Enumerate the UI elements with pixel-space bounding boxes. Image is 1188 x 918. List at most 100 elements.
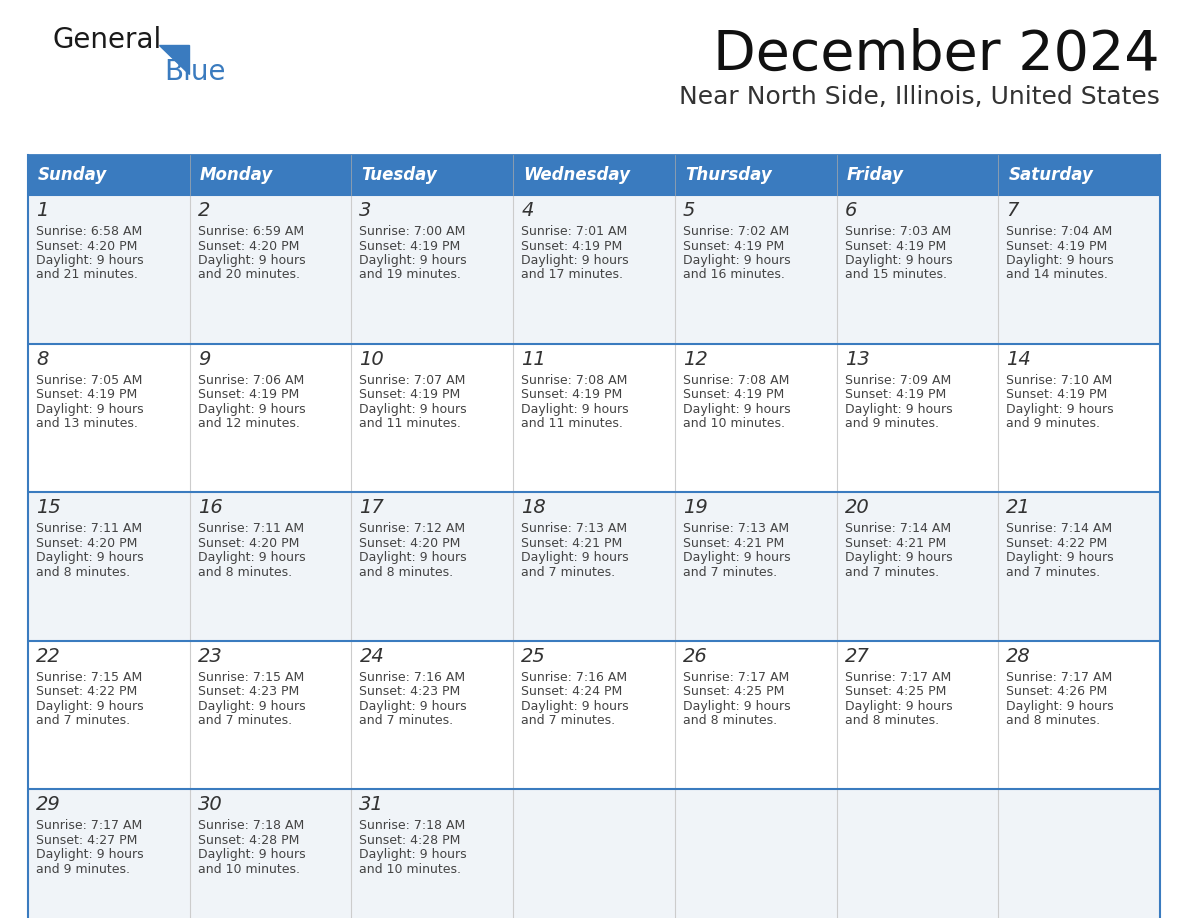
Text: and 7 minutes.: and 7 minutes. [845,565,939,578]
Text: Daylight: 9 hours: Daylight: 9 hours [360,848,467,861]
Text: Daylight: 9 hours: Daylight: 9 hours [1006,551,1114,565]
Text: and 7 minutes.: and 7 minutes. [522,714,615,727]
Text: Sunset: 4:23 PM: Sunset: 4:23 PM [360,686,461,699]
Text: and 8 minutes.: and 8 minutes. [1006,714,1100,727]
Text: Sunset: 4:19 PM: Sunset: 4:19 PM [845,240,946,252]
Text: 3: 3 [360,201,372,220]
Text: and 11 minutes.: and 11 minutes. [360,417,461,431]
Text: Sunset: 4:25 PM: Sunset: 4:25 PM [683,686,784,699]
Bar [29,641,1159,789]
Text: Sunset: 4:25 PM: Sunset: 4:25 PM [845,686,946,699]
Text: Sunrise: 7:07 AM: Sunrise: 7:07 AM [360,374,466,386]
Text: Daylight: 9 hours: Daylight: 9 hours [683,403,790,416]
Text: and 19 minutes.: and 19 minutes. [360,268,461,282]
Text: and 20 minutes.: and 20 minutes. [197,268,299,282]
Text: 23: 23 [197,647,222,666]
Text: Sunrise: 7:00 AM: Sunrise: 7:00 AM [360,225,466,238]
Text: Sunrise: 7:11 AM: Sunrise: 7:11 AM [197,522,304,535]
Text: Sunset: 4:24 PM: Sunset: 4:24 PM [522,686,623,699]
Text: Daylight: 9 hours: Daylight: 9 hours [522,551,628,565]
Text: and 10 minutes.: and 10 minutes. [683,417,785,431]
Text: Sunrise: 7:13 AM: Sunrise: 7:13 AM [683,522,789,535]
Text: Thursday: Thursday [684,166,772,184]
Text: Daylight: 9 hours: Daylight: 9 hours [36,403,144,416]
Text: 4: 4 [522,201,533,220]
Text: Sunset: 4:19 PM: Sunset: 4:19 PM [1006,388,1107,401]
Text: Sunset: 4:19 PM: Sunset: 4:19 PM [197,388,299,401]
Text: Sunrise: 7:08 AM: Sunrise: 7:08 AM [522,374,627,386]
Text: 13: 13 [845,350,870,369]
Text: 10: 10 [360,350,384,369]
Text: Daylight: 9 hours: Daylight: 9 hours [197,551,305,565]
Text: Sunset: 4:19 PM: Sunset: 4:19 PM [360,240,461,252]
Text: Sunrise: 7:12 AM: Sunrise: 7:12 AM [360,522,466,535]
Text: Daylight: 9 hours: Daylight: 9 hours [197,403,305,416]
Text: Daylight: 9 hours: Daylight: 9 hours [36,848,144,861]
Text: Sunset: 4:19 PM: Sunset: 4:19 PM [845,388,946,401]
Text: and 8 minutes.: and 8 minutes. [845,714,939,727]
Text: and 13 minutes.: and 13 minutes. [36,417,138,431]
Text: Daylight: 9 hours: Daylight: 9 hours [683,254,790,267]
Text: Friday: Friday [847,166,904,184]
Text: and 16 minutes.: and 16 minutes. [683,268,785,282]
Text: Sunrise: 7:18 AM: Sunrise: 7:18 AM [197,820,304,833]
Text: Sunset: 4:19 PM: Sunset: 4:19 PM [360,388,461,401]
Text: Daylight: 9 hours: Daylight: 9 hours [522,403,628,416]
Text: Sunrise: 7:05 AM: Sunrise: 7:05 AM [36,374,143,386]
Text: December 2024: December 2024 [713,28,1159,82]
Text: Sunrise: 7:01 AM: Sunrise: 7:01 AM [522,225,627,238]
Text: and 12 minutes.: and 12 minutes. [197,417,299,431]
Text: 28: 28 [1006,647,1031,666]
Text: and 10 minutes.: and 10 minutes. [197,863,299,876]
Text: Sunrise: 7:11 AM: Sunrise: 7:11 AM [36,522,143,535]
Text: Daylight: 9 hours: Daylight: 9 hours [845,403,953,416]
Text: Daylight: 9 hours: Daylight: 9 hours [522,254,628,267]
Text: Daylight: 9 hours: Daylight: 9 hours [1006,700,1114,712]
Text: Sunset: 4:22 PM: Sunset: 4:22 PM [36,686,138,699]
Text: Daylight: 9 hours: Daylight: 9 hours [360,254,467,267]
Bar [29,155,1159,195]
Text: and 15 minutes.: and 15 minutes. [845,268,947,282]
Text: Sunrise: 6:58 AM: Sunrise: 6:58 AM [36,225,143,238]
Text: Wednesday: Wednesday [523,166,630,184]
Text: Sunrise: 7:10 AM: Sunrise: 7:10 AM [1006,374,1112,386]
Text: and 14 minutes.: and 14 minutes. [1006,268,1108,282]
Text: Sunset: 4:28 PM: Sunset: 4:28 PM [360,834,461,847]
Text: and 7 minutes.: and 7 minutes. [522,565,615,578]
Text: Sunset: 4:27 PM: Sunset: 4:27 PM [36,834,138,847]
Text: 31: 31 [360,795,384,814]
Text: Sunset: 4:19 PM: Sunset: 4:19 PM [522,388,623,401]
Text: Sunrise: 6:59 AM: Sunrise: 6:59 AM [197,225,304,238]
Text: and 11 minutes.: and 11 minutes. [522,417,623,431]
Text: and 7 minutes.: and 7 minutes. [36,714,131,727]
Bar [29,492,1159,641]
Bar [29,195,1159,343]
Text: 30: 30 [197,795,222,814]
Text: 15: 15 [36,498,61,517]
Polygon shape [159,45,189,74]
Text: Sunrise: 7:14 AM: Sunrise: 7:14 AM [845,522,950,535]
Text: 22: 22 [36,647,61,666]
Text: Sunrise: 7:04 AM: Sunrise: 7:04 AM [1006,225,1112,238]
Text: Daylight: 9 hours: Daylight: 9 hours [845,700,953,712]
Text: Sunrise: 7:18 AM: Sunrise: 7:18 AM [360,820,466,833]
Text: Daylight: 9 hours: Daylight: 9 hours [360,700,467,712]
Text: Daylight: 9 hours: Daylight: 9 hours [360,551,467,565]
Text: Monday: Monday [200,166,273,184]
Text: Daylight: 9 hours: Daylight: 9 hours [845,551,953,565]
Text: Daylight: 9 hours: Daylight: 9 hours [36,700,144,712]
Text: Sunset: 4:26 PM: Sunset: 4:26 PM [1006,686,1107,699]
Text: and 7 minutes.: and 7 minutes. [1006,565,1100,578]
Text: Daylight: 9 hours: Daylight: 9 hours [845,254,953,267]
Text: Daylight: 9 hours: Daylight: 9 hours [36,254,144,267]
Text: Sunset: 4:28 PM: Sunset: 4:28 PM [197,834,299,847]
Text: Daylight: 9 hours: Daylight: 9 hours [197,848,305,861]
Text: and 21 minutes.: and 21 minutes. [36,268,138,282]
Text: 17: 17 [360,498,384,517]
Text: General: General [52,26,162,54]
Text: Sunrise: 7:15 AM: Sunrise: 7:15 AM [197,671,304,684]
Text: Daylight: 9 hours: Daylight: 9 hours [36,551,144,565]
Text: Sunset: 4:19 PM: Sunset: 4:19 PM [36,388,138,401]
Text: Sunrise: 7:03 AM: Sunrise: 7:03 AM [845,225,950,238]
Text: Sunset: 4:20 PM: Sunset: 4:20 PM [36,537,138,550]
